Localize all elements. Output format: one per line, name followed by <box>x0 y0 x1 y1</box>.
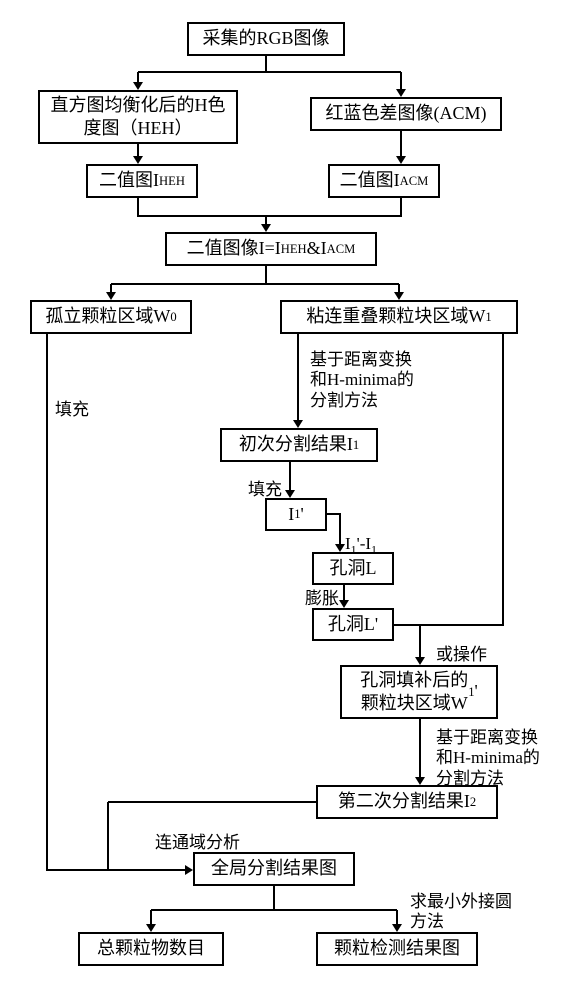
node-n10: I1' <box>265 498 327 531</box>
node-n4: 二值图IHEH <box>86 164 198 198</box>
node-n1: 采集的RGB图像 <box>187 22 345 56</box>
node-n2: 直方图均衡化后的H色 度图（HEH） <box>38 90 238 144</box>
node-n3: 红蓝色差图像(ACM) <box>310 97 502 131</box>
edge-label-e1: 基于距离变换 和H-minima的 分割方法 <box>310 350 414 411</box>
node-n14: 第二次分割结果I2 <box>316 785 498 819</box>
node-n16: 总颗粒物数目 <box>78 932 224 966</box>
edge-label-e8: 连通域分析 <box>155 833 240 853</box>
node-n6: 二值图像I=IHEH&IACM <box>165 232 377 266</box>
node-n13: 孔洞填补后的 颗粒块区域W1' <box>340 665 498 719</box>
node-n7: 孤立颗粒区域W0 <box>30 300 192 334</box>
edge-label-e9: 求最小外接圆 方法 <box>410 892 512 933</box>
edge-label-e5: 或操作 <box>436 645 487 665</box>
edge-label-e7: 填充 <box>55 400 89 420</box>
node-n8: 粘连重叠颗粒块区域W1 <box>280 300 518 334</box>
edge-label-e4: 膨胀 <box>305 589 339 609</box>
edge-label-e6: 基于距离变换 和H-minima的 分割方法 <box>436 728 540 789</box>
node-n12: 孔洞L' <box>312 608 394 641</box>
node-n9: 初次分割结果I1 <box>220 428 378 462</box>
edge-label-e3: I1'-I1 <box>345 534 377 557</box>
node-n11: 孔洞L <box>312 552 394 585</box>
edge-label-e2: 填充 <box>248 480 282 500</box>
node-n17: 颗粒检测结果图 <box>316 932 478 966</box>
node-n15: 全局分割结果图 <box>193 852 355 886</box>
node-n5: 二值图IACM <box>328 164 440 198</box>
